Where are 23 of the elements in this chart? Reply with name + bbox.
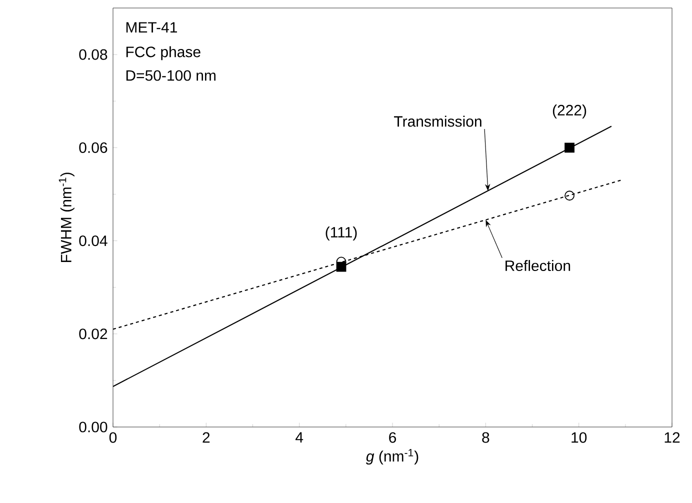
point (564, 190, 574, 201)
annotation: Transmission (394, 116, 482, 127)
y-tick-label: 0.00 (79, 422, 108, 432)
annotation: D=50-100 nm (126, 70, 216, 81)
annotation: Reflection (506, 260, 570, 272)
y-axis-title: FWHM (nm$^{-1}$) (58, 172, 74, 262)
y-tick-label: 0.02 (79, 328, 108, 340)
y-tick-label: 0.06 (79, 142, 108, 153)
x-tick-label: 0 (109, 432, 117, 443)
annotation: (111) (326, 226, 357, 241)
point (564, 142, 574, 153)
x-tick-label: 6 (389, 432, 396, 443)
x-tick-label: 12 (664, 432, 680, 443)
x-axis-title: g (nm$^{-1}$) (366, 449, 418, 465)
y-tick-label: 0.04 (79, 235, 108, 246)
x-tick-label: 2 (202, 432, 210, 443)
annotation: FCC phase (126, 46, 200, 60)
x-tick-label: 10 (572, 432, 587, 443)
x-tick-label: 4 (296, 432, 304, 443)
annotation: MET-41 (126, 22, 177, 33)
x-tick-label: 8 (482, 432, 490, 443)
annotation: (222) (552, 104, 586, 118)
y-tick-label: 0.08 (79, 49, 108, 60)
